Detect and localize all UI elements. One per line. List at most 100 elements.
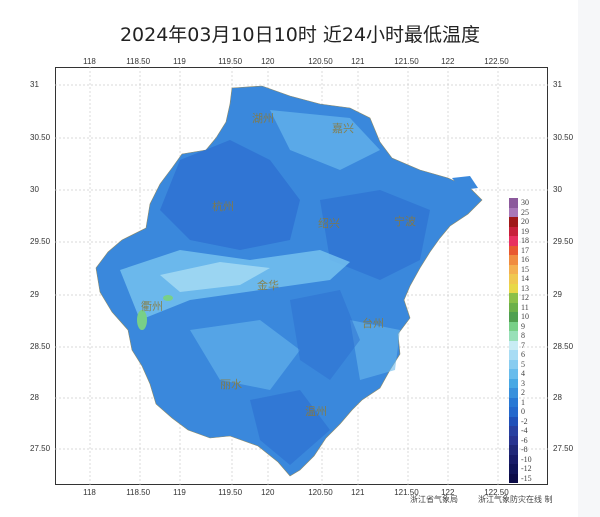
legend-swatch <box>509 435 518 445</box>
legend-label: 5 <box>521 359 525 369</box>
lon-tick-bottom: 119.50 <box>218 488 243 497</box>
legend-swatch <box>509 416 518 426</box>
legend-swatch <box>509 312 518 322</box>
legend-label: -15 <box>521 473 532 483</box>
legend-swatch <box>509 464 518 474</box>
legend-swatch <box>509 207 518 217</box>
legend-label: 30 <box>521 198 529 207</box>
lat-tick-left: 30.50 <box>30 133 51 142</box>
city-label: 金华 <box>257 278 279 292</box>
city-label: 温州 <box>305 405 327 418</box>
legend-label: 25 <box>521 207 529 217</box>
legend-label: -4 <box>521 426 528 435</box>
city-label: 湖州 <box>252 112 274 125</box>
lon-tick-top: 120.50 <box>308 57 333 66</box>
legend-swatch <box>509 245 518 255</box>
legend-label: 19 <box>521 226 529 236</box>
lon-tick-top: 122.50 <box>484 57 509 66</box>
legend-label: 18 <box>521 236 529 245</box>
lon-tick-top: 118.50 <box>126 57 151 66</box>
legend-swatch <box>509 274 518 284</box>
lat-tick-right: 29 <box>553 290 562 299</box>
lat-tick-left: 29 <box>30 290 39 299</box>
legend-label: 13 <box>521 283 529 293</box>
legend-swatch <box>509 378 518 388</box>
lon-tick-bottom: 119 <box>173 488 186 497</box>
lon-tick-top: 119 <box>173 57 186 66</box>
legend-swatch <box>509 397 518 407</box>
legend-swatch <box>509 283 518 293</box>
lat-tick-right: 29.50 <box>553 237 574 246</box>
zhoushan-islands <box>452 176 478 190</box>
lon-tick-bottom: 120.50 <box>308 488 333 497</box>
legend-swatch <box>509 293 518 303</box>
legend-label: 7 <box>521 340 525 350</box>
lon-tick-bottom: 122.50 <box>484 488 509 497</box>
lon-tick-top: 122 <box>441 57 455 66</box>
lat-tick-left: 29.50 <box>30 237 51 246</box>
lon-tick-bottom: 118.50 <box>126 488 151 497</box>
temperature-shading <box>120 110 430 465</box>
legend-swatch <box>509 388 518 398</box>
lon-tick-bottom: 121.50 <box>394 488 419 497</box>
legend-swatch <box>509 198 518 208</box>
legend-label: 20 <box>521 217 529 226</box>
lat-tick-left: 30 <box>30 185 39 194</box>
lat-tick-left: 27.50 <box>30 444 51 453</box>
legend-swatch <box>509 369 518 379</box>
lon-tick-top: 119.50 <box>218 57 243 66</box>
legend-label: 16 <box>521 255 529 264</box>
city-label: 衢州 <box>141 300 163 313</box>
legend-swatch <box>509 302 518 312</box>
legend-label: -12 <box>521 464 532 473</box>
legend-label: 8 <box>521 331 525 340</box>
lat-tick-left: 28 <box>30 393 39 402</box>
legend-swatch <box>509 426 518 436</box>
legend-swatch <box>509 350 518 360</box>
legend-swatch <box>509 236 518 246</box>
lon-tick-top: 121.50 <box>394 57 419 66</box>
legend-label: 1 <box>521 397 525 407</box>
legend-swatch <box>509 331 518 341</box>
legend-swatch <box>509 255 518 265</box>
lon-tick-bottom: 121 <box>351 488 365 497</box>
credit-bureau: 浙江省气象局 <box>410 495 458 504</box>
legend-swatch <box>509 359 518 369</box>
legend-label: 12 <box>521 293 529 302</box>
legend-label: 6 <box>521 350 525 359</box>
legend-label: 10 <box>521 312 529 321</box>
legend-label: 11 <box>521 302 529 312</box>
city-label: 台州 <box>362 316 384 330</box>
legend-swatch <box>509 340 518 350</box>
legend-label: 17 <box>521 245 529 255</box>
legend-label: 14 <box>521 274 529 283</box>
legend-label: -6 <box>521 435 528 445</box>
legend-label: -8 <box>521 445 528 454</box>
lat-tick-left: 31 <box>30 80 39 89</box>
legend-swatch <box>509 407 518 417</box>
side-panel <box>578 0 600 517</box>
lat-tick-right: 31 <box>553 80 562 89</box>
lon-tick-top: 120 <box>261 57 275 66</box>
city-label: 杭州 <box>212 199 234 213</box>
legend-swatch <box>509 321 518 331</box>
lat-tick-left: 28.50 <box>30 342 51 351</box>
lon-tick-bottom: 120 <box>261 488 275 497</box>
legend-label: 9 <box>521 321 525 331</box>
lat-tick-right: 28 <box>553 393 562 402</box>
lon-tick-bottom: 122 <box>441 488 455 497</box>
lat-tick-right: 30.50 <box>553 133 574 142</box>
credit-site: 浙江气象防灾在线 制 <box>478 495 553 504</box>
lat-tick-right: 28.50 <box>553 342 574 351</box>
city-label: 丽水 <box>220 378 242 391</box>
map-title: 2024年03月10日10时 近24小时最低温度 <box>119 24 481 46</box>
legend-swatch <box>509 226 518 236</box>
legend-label: 3 <box>521 378 525 388</box>
lon-tick-top: 121 <box>351 57 365 66</box>
legend-label: -10 <box>521 454 532 464</box>
legend-label: 4 <box>521 369 525 378</box>
city-label: 绍兴 <box>318 216 340 230</box>
legend-label: 15 <box>521 264 529 274</box>
legend-swatch <box>509 454 518 464</box>
